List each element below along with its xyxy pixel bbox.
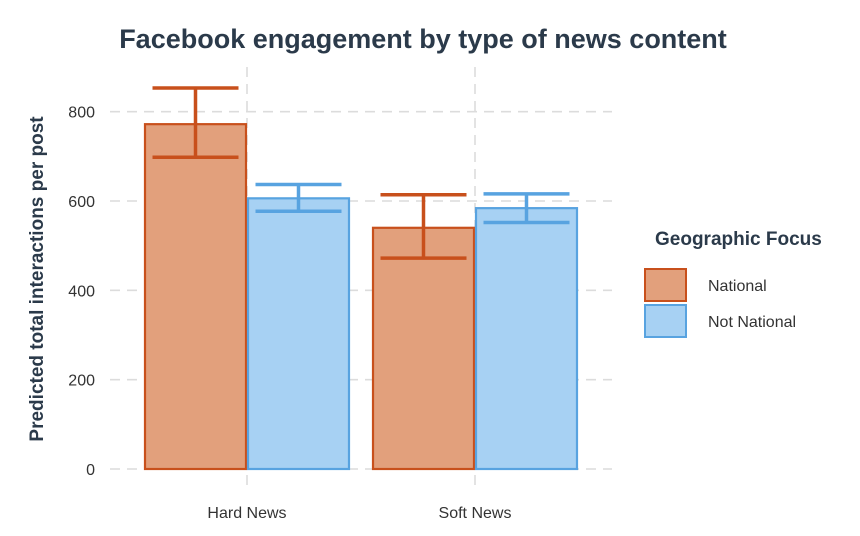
x-tick-label: Hard News xyxy=(207,505,286,522)
legend-key-not-national xyxy=(644,304,687,338)
bar-national xyxy=(143,123,248,471)
y-tick-label: 200 xyxy=(68,373,95,390)
legend-title: Geographic Focus xyxy=(655,229,822,250)
bar-not-national xyxy=(474,207,579,471)
y-tick-label: 0 xyxy=(86,462,95,479)
bars xyxy=(143,123,579,471)
y-axis-title: Predicted total interactions per post xyxy=(27,116,48,442)
y-tick-label: 600 xyxy=(68,194,95,211)
legend-label: Not National xyxy=(708,314,796,331)
legend-label: National xyxy=(708,278,767,295)
y-tick-label: 800 xyxy=(68,105,95,122)
bar-national xyxy=(371,226,476,471)
bar-not-national xyxy=(246,197,351,471)
x-axis-ticks: Hard News Soft News xyxy=(207,505,511,522)
error-bars xyxy=(152,86,570,260)
y-axis-ticks: 0 200 400 600 800 xyxy=(68,105,95,479)
chart-title: Facebook engagement by type of news cont… xyxy=(119,24,727,54)
x-tick-label: Soft News xyxy=(439,505,512,522)
legend-key-national xyxy=(644,268,687,302)
legend: Geographic Focus National Not National xyxy=(644,229,822,338)
y-tick-label: 400 xyxy=(68,283,95,300)
